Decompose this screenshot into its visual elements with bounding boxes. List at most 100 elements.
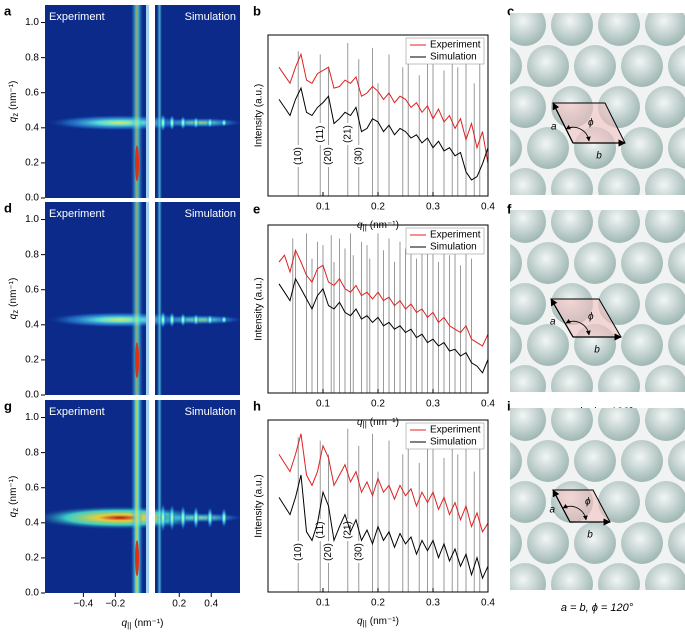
legend-box — [405, 227, 485, 255]
axis-symbol: q — [357, 616, 363, 627]
sim-spot — [169, 503, 175, 532]
series-line — [278, 277, 489, 374]
vector-label-a: a — [550, 317, 556, 328]
lattice-caption: a = b, ϕ = 120° — [561, 602, 634, 614]
x-axis-label: q|| (nm⁻¹) — [357, 220, 399, 232]
peak-label: (11) — [315, 125, 326, 142]
x-tick-label: 0.1 — [316, 399, 330, 410]
legend-box — [405, 422, 485, 450]
sim-spot — [180, 115, 186, 130]
particle — [621, 0, 663, 5]
particle — [574, 0, 616, 5]
panel-letter: d — [4, 200, 12, 215]
series-line — [278, 52, 489, 164]
peak-label-bg — [323, 541, 334, 563]
experiment-label: Experiment — [49, 208, 105, 220]
peak-label: (30) — [353, 543, 364, 561]
peak-label: (10) — [293, 543, 304, 561]
panel-letter: g — [4, 398, 12, 413]
y-tick-label: 0.2 — [25, 158, 39, 169]
x-tick-label: 0.4 — [481, 399, 495, 410]
legend-label: Experiment — [430, 40, 481, 51]
axis-subscript: z — [11, 113, 20, 117]
peak-label: (10) — [293, 147, 304, 165]
y-tick-label: 1.0 — [25, 412, 39, 423]
peak-label-bg — [342, 123, 353, 145]
panel-letter: f — [507, 201, 512, 216]
particle — [527, 127, 569, 169]
axis-subscript: || — [363, 223, 367, 232]
x-tick-label: 0.4 — [481, 202, 495, 213]
axis-symbol: q — [8, 116, 19, 122]
streak-hot — [135, 540, 139, 577]
particle — [598, 563, 640, 590]
particle — [527, 45, 569, 87]
legend-label: Experiment — [430, 230, 481, 241]
vector-label-b: b — [596, 151, 602, 162]
sim-spot — [169, 114, 175, 131]
particle — [668, 324, 685, 366]
experiment-label: Experiment — [49, 11, 105, 23]
x-tick-label: 0.2 — [172, 599, 186, 610]
beam-stop — [149, 400, 155, 593]
specular-streak — [131, 202, 143, 395]
particle — [668, 127, 685, 169]
particle — [527, 522, 569, 564]
y-tick-label: 1.0 — [25, 214, 39, 225]
particle — [668, 604, 685, 634]
sim-spot — [221, 507, 227, 528]
particle — [510, 524, 522, 562]
axis-subscript: z — [11, 508, 20, 512]
angle-label: ϕ — [588, 312, 594, 323]
particle — [527, 324, 569, 366]
angle-arc — [562, 503, 588, 521]
legend-label: Experiment — [430, 425, 481, 436]
particle — [645, 210, 685, 243]
x-tick-label: −0.2 — [105, 599, 125, 610]
sim-spot — [207, 314, 213, 325]
y-tick-label: 0.4 — [25, 122, 39, 133]
sim-spot — [207, 117, 213, 128]
axis-unit: (nm⁻¹) — [8, 278, 19, 307]
peak-label: (11) — [315, 521, 326, 538]
particle — [598, 13, 640, 46]
experiment-label: Experiment — [49, 406, 105, 418]
beam-stop-edge — [146, 5, 149, 198]
heatmap-image — [45, 202, 240, 395]
peak-label-bg — [323, 145, 334, 167]
particle — [510, 481, 546, 523]
sim-streak — [157, 202, 162, 395]
x-tick-label: 0.1 — [316, 598, 330, 609]
specular-streak — [131, 5, 143, 198]
particle — [510, 326, 522, 364]
simulation-label: Simulation — [185, 406, 236, 418]
particle — [527, 0, 569, 5]
x-axis-label: q|| (nm⁻¹) — [357, 616, 399, 628]
x-tick-label: 0.2 — [371, 202, 385, 213]
particle — [510, 13, 546, 46]
y-tick-label: 0.8 — [25, 52, 39, 63]
particle — [510, 408, 546, 441]
y-axis-label: Intensity (a.u.) — [254, 474, 265, 537]
x-tick-label: 0.2 — [371, 598, 385, 609]
sim-spot — [180, 504, 186, 531]
axis-symbol: q — [8, 313, 19, 319]
series-line — [278, 86, 489, 181]
axis-subscript: || — [363, 619, 367, 628]
simulation-label: Simulation — [185, 11, 236, 23]
peak-label: (21) — [342, 521, 353, 539]
peak-label: (20) — [323, 543, 334, 561]
axis-symbol: q — [8, 511, 19, 517]
specular-streak — [131, 400, 143, 593]
particle — [645, 283, 685, 325]
particle — [551, 365, 593, 392]
sim-spot — [193, 505, 199, 530]
particle — [598, 365, 640, 392]
y-axis-label: Intensity (a.u.) — [254, 84, 265, 147]
particle — [510, 365, 546, 392]
peak-label-bg — [293, 541, 304, 563]
beam-stop-edge — [146, 202, 149, 395]
particle — [551, 210, 593, 243]
x-tick-label: 0.3 — [426, 598, 440, 609]
